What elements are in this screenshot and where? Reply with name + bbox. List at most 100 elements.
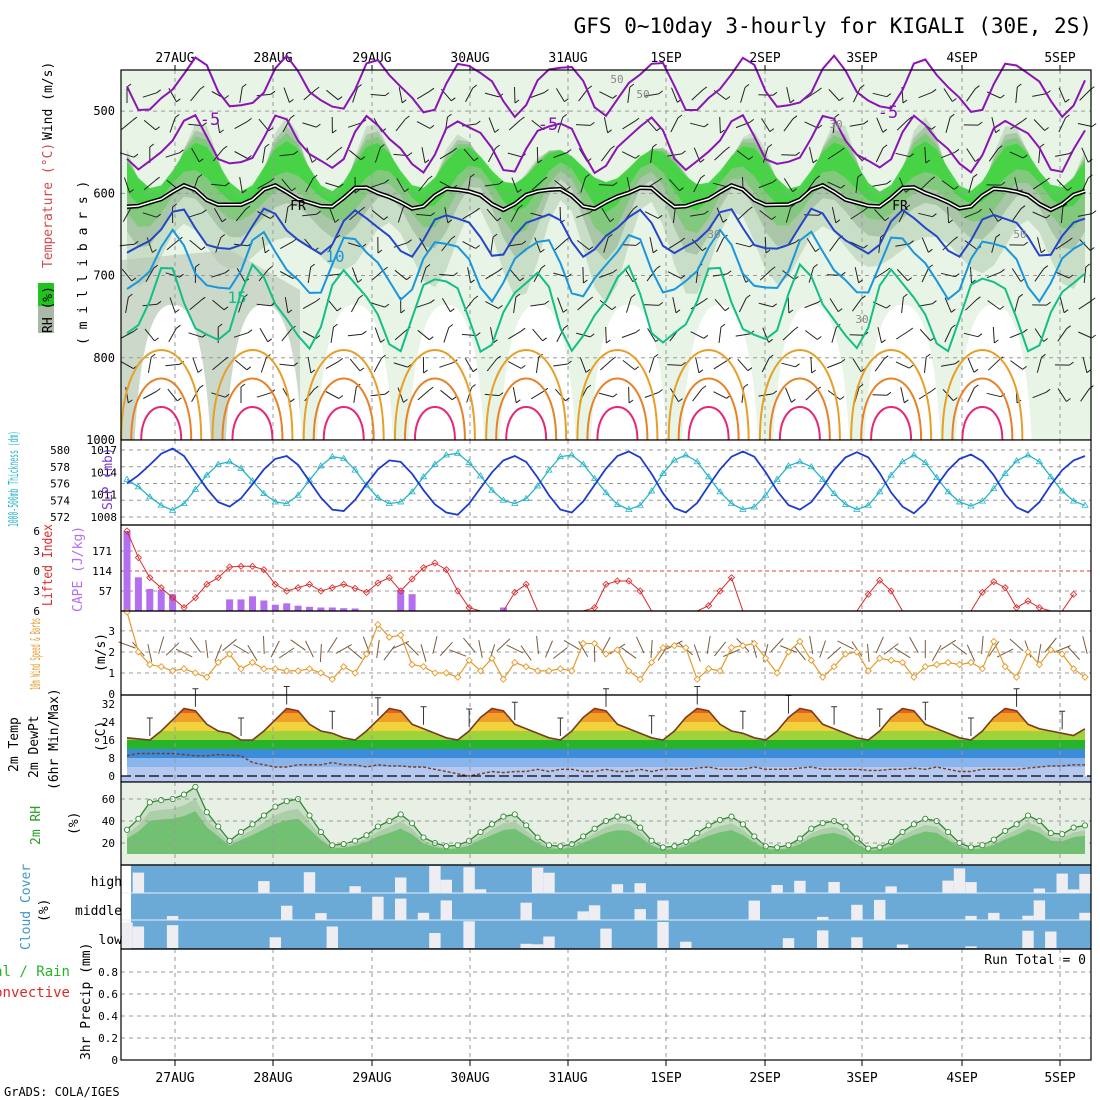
wind-barb-flag bbox=[562, 114, 568, 118]
wind-barb-flag bbox=[219, 129, 224, 134]
wind-barb-flag bbox=[862, 207, 868, 212]
wind-barb-flag bbox=[635, 329, 641, 333]
contour-label: 15 bbox=[227, 288, 246, 307]
wind-barb bbox=[307, 267, 312, 283]
wind-barb bbox=[371, 209, 385, 221]
wind-barb bbox=[125, 297, 129, 313]
wind-barb-flag bbox=[291, 187, 296, 192]
thickness-marker bbox=[339, 454, 348, 461]
wind-barb bbox=[783, 178, 794, 192]
wind-barb-flag bbox=[658, 301, 664, 306]
wind-barb-flag bbox=[788, 309, 794, 314]
thickness-marker bbox=[362, 481, 371, 488]
wind-speed-marker bbox=[762, 654, 770, 662]
lifted-index-marker bbox=[146, 574, 154, 582]
wind-barb-flag bbox=[287, 203, 293, 208]
contour-label: FR bbox=[892, 199, 908, 214]
wind-barb bbox=[876, 117, 884, 133]
wind-speed-marker bbox=[271, 665, 279, 673]
thickness-marker bbox=[818, 475, 827, 482]
wind-barb bbox=[947, 206, 950, 224]
wind-barb bbox=[165, 363, 180, 367]
temp-2m-label: 2m Temp bbox=[7, 717, 22, 772]
wind-barb bbox=[872, 92, 887, 98]
wind-barb bbox=[785, 387, 792, 403]
wind-barb bbox=[144, 328, 155, 342]
wind-barb bbox=[718, 327, 722, 343]
wind-barb bbox=[374, 327, 382, 343]
temp-tick-label: 24 bbox=[102, 716, 116, 729]
wind-barb-flag bbox=[768, 354, 774, 359]
wind-speed-marker bbox=[499, 675, 507, 683]
wind-barb-flag bbox=[698, 369, 704, 374]
wind-barb bbox=[122, 207, 132, 223]
day-label-bottom: 28AUG bbox=[253, 1071, 292, 1086]
cloud-cell bbox=[474, 889, 487, 893]
wind-speed-marker bbox=[454, 673, 462, 681]
wind-barb bbox=[970, 266, 972, 284]
rh-2m-marker bbox=[192, 783, 199, 790]
wind-barb-flag bbox=[658, 389, 663, 393]
wind-barb bbox=[804, 330, 818, 340]
wind-barb bbox=[712, 273, 728, 277]
warm-isotherm bbox=[130, 377, 193, 441]
wind-barb-flag bbox=[1022, 154, 1028, 159]
wind-barb bbox=[462, 210, 476, 220]
wind-barb-flag bbox=[401, 99, 407, 104]
wind-barb-flag bbox=[268, 265, 274, 270]
lifted-index-marker bbox=[317, 587, 325, 595]
wind-speed-marker bbox=[613, 646, 622, 654]
wind-barb bbox=[169, 117, 176, 133]
wind-barb-flag bbox=[1041, 353, 1046, 358]
cloud-cell bbox=[965, 882, 977, 893]
wind-barb-flag bbox=[179, 273, 184, 278]
wind-10m-barb bbox=[270, 640, 280, 658]
wind-barb bbox=[1011, 268, 1022, 282]
thickness-tick-label: 576 bbox=[50, 478, 70, 491]
rh-2m-marker bbox=[477, 828, 484, 836]
wind-barb-flag bbox=[519, 277, 525, 282]
wind-barb-flag bbox=[772, 178, 777, 183]
wind-barb-flag bbox=[768, 338, 773, 343]
wind-barb-flag bbox=[972, 173, 978, 178]
lifted-index-marker bbox=[990, 578, 998, 586]
wind-speed-marker bbox=[1012, 673, 1021, 681]
wind-barb-flag bbox=[517, 188, 522, 193]
wind-barb-flag bbox=[268, 127, 274, 132]
thickness-marker bbox=[157, 501, 165, 508]
wind-barb bbox=[1057, 328, 1068, 342]
temp-tick-label: 32 bbox=[102, 698, 115, 711]
wind-barb bbox=[1015, 86, 1018, 104]
thickness-marker bbox=[625, 505, 633, 512]
thickness-marker bbox=[739, 505, 747, 512]
wind-barb bbox=[238, 297, 245, 313]
cloud-cell bbox=[463, 867, 475, 893]
wind-barb bbox=[1055, 271, 1070, 279]
lifted-index-marker bbox=[203, 580, 211, 588]
wind-speed-marker bbox=[705, 665, 713, 673]
wind-barb-flag bbox=[588, 296, 594, 301]
wind-speed-marker bbox=[556, 665, 565, 673]
precip-axis-label: 3hr Precip (mm) bbox=[79, 943, 94, 1060]
wind-barb bbox=[1060, 206, 1064, 224]
thickness-marker bbox=[1035, 457, 1044, 465]
lifted-index-marker bbox=[237, 562, 245, 570]
warm-isotherm bbox=[495, 377, 558, 441]
cloud-level-label: high bbox=[91, 875, 122, 890]
wind-barb bbox=[943, 88, 953, 102]
wind-barb-flag bbox=[312, 174, 318, 179]
warm-isotherm bbox=[758, 349, 841, 441]
wind-barb-flag bbox=[680, 237, 686, 242]
wind-barb bbox=[1011, 208, 1022, 222]
wind-barb-flag bbox=[132, 116, 138, 121]
wind-speed-marker bbox=[693, 675, 701, 683]
cloud-cell bbox=[303, 872, 316, 893]
wind-barb-flag bbox=[612, 181, 618, 186]
wind-barb-flag bbox=[1016, 83, 1022, 88]
wind-barb bbox=[786, 87, 791, 103]
dewpt-2m-label: 2m DewPt bbox=[27, 715, 42, 778]
wind-barb-flag bbox=[882, 144, 888, 149]
wind-barb-flag bbox=[790, 203, 796, 208]
thickness-marker bbox=[191, 485, 200, 492]
wind-barb bbox=[877, 327, 882, 343]
